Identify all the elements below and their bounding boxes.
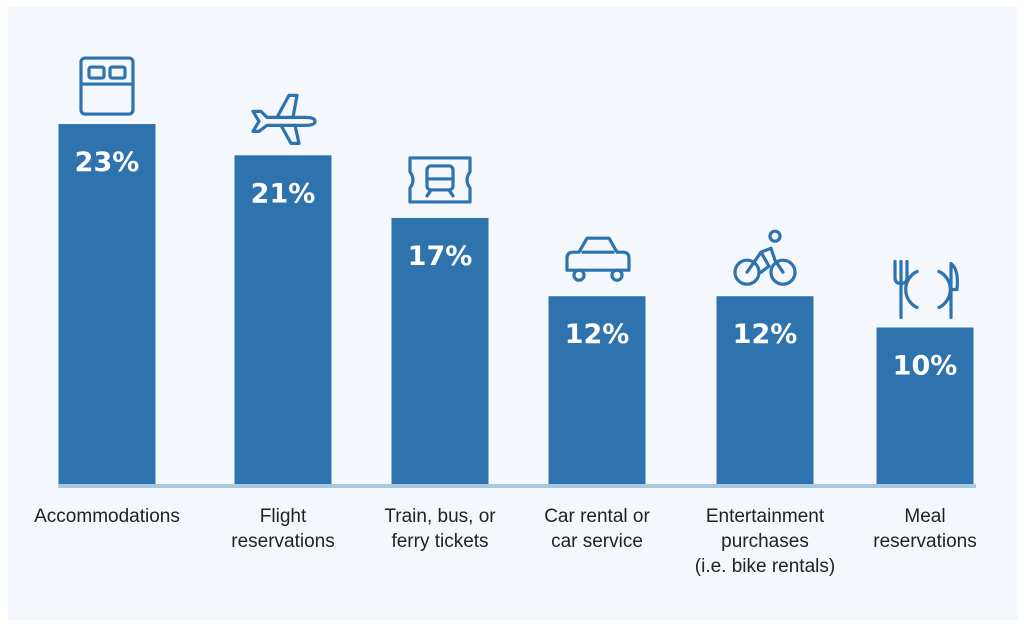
bar-value-label: 10% (893, 351, 958, 382)
icons-layer (79, 56, 959, 320)
bar-5 (716, 296, 814, 484)
bar-value-label: 21% (251, 178, 316, 209)
bar-2 (234, 155, 332, 484)
chart-panel: 23% 21% 17% 12% 12% 10% Accommodations Flight r… (8, 6, 1018, 620)
bar-4 (548, 296, 646, 484)
fork-plate-knife-icon (893, 259, 959, 320)
bar-6 (876, 327, 974, 484)
train-ticket-icon (408, 156, 472, 204)
bar-value-label: 12% (733, 319, 798, 350)
category-label: Entertainment purchases (i.e. bike rentals… (695, 506, 835, 577)
bar-value-label: 23% (75, 147, 140, 178)
bar-1 (58, 124, 156, 485)
bar-chart: 23% 21% 17% 12% 12% 10% Accommodations Flight r… (34, 56, 977, 577)
bicycle-icon (733, 229, 797, 286)
category-label: Flight reservations (231, 506, 335, 552)
category-label: Meal reservations (873, 506, 977, 552)
baseline-axis (58, 484, 976, 488)
category-label: Accommodations (34, 506, 180, 527)
airplane-icon (251, 93, 317, 145)
category-label: Train, bus, or ferry tickets (384, 506, 496, 552)
bed-icon (79, 56, 135, 116)
bar-3 (391, 217, 489, 484)
bars-layer: 23% 21% 17% 12% 12% 10% (58, 124, 974, 485)
labels-layer: Accommodations Flight reservations Train, b… (34, 506, 977, 577)
category-label: Car rental or car service (544, 506, 650, 552)
bar-value-label: 12% (565, 319, 630, 350)
bar-value-label: 17% (408, 241, 473, 272)
car-icon (565, 236, 631, 282)
